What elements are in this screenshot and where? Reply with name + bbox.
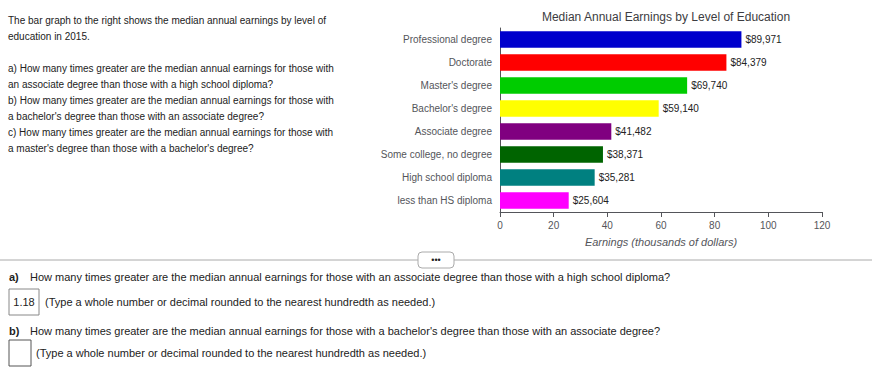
svg-text:Associate degree: Associate degree — [415, 126, 493, 137]
svg-text:Bachelor's degree: Bachelor's degree — [412, 103, 493, 114]
svg-text:$35,281: $35,281 — [599, 172, 636, 183]
svg-text:$59,140: $59,140 — [663, 103, 700, 114]
svg-text:1.18: 1.18 — [13, 296, 34, 308]
svg-text:Doctorate: Doctorate — [449, 57, 493, 68]
svg-text:Median Annual Earnings by Leve: Median Annual Earnings by Level of Educa… — [542, 10, 790, 24]
svg-text:(Type a whole number or decima: (Type a whole number or decimal rounded … — [42, 296, 435, 308]
svg-text:less than HS diploma: less than HS diploma — [398, 195, 493, 206]
svg-text:$69,740: $69,740 — [691, 80, 728, 91]
svg-text:Some college, no degree: Some college, no degree — [381, 149, 493, 160]
svg-text:a): a) — [9, 271, 19, 283]
svg-text:(Type a whole number or decima: (Type a whole number or decimal rounded … — [36, 347, 426, 359]
svg-text:How many times greater are the: How many times greater are the median an… — [30, 271, 670, 283]
svg-text:20: 20 — [548, 220, 560, 231]
svg-text:a bachelor's degree than those: a bachelor's degree than those with an a… — [8, 111, 264, 122]
svg-text:$89,971: $89,971 — [745, 34, 782, 45]
svg-text:Professional degree: Professional degree — [403, 34, 492, 45]
svg-text:High school diploma: High school diploma — [402, 172, 492, 183]
svg-text:b): b) — [9, 325, 20, 337]
svg-text:$41,482: $41,482 — [615, 126, 652, 137]
svg-text:$84,379: $84,379 — [730, 57, 767, 68]
svg-text:80: 80 — [709, 220, 721, 231]
svg-text:The bar graph to the right sho: The bar graph to the right shows the med… — [8, 15, 326, 26]
svg-text:a master's degree than those w: a master's degree than those with a bach… — [8, 143, 254, 154]
svg-text:40: 40 — [602, 220, 614, 231]
svg-text:c) How many times greater are: c) How many times greater are the median… — [8, 127, 333, 138]
svg-text:Earnings (thousands of dollars: Earnings (thousands of dollars) — [585, 236, 738, 248]
svg-text:$38,371: $38,371 — [607, 149, 644, 160]
svg-text:education in 2015.: education in 2015. — [8, 31, 90, 42]
svg-text:How many times greater are the: How many times greater are the median an… — [30, 325, 660, 337]
svg-text:a) How many times greater are: a) How many times greater are the median… — [8, 63, 334, 74]
svg-text:b) How many times greater are: b) How many times greater are the median… — [8, 95, 334, 106]
svg-text:0: 0 — [497, 220, 503, 231]
svg-text:100: 100 — [760, 220, 777, 231]
svg-text:60: 60 — [655, 220, 667, 231]
svg-text:$25,604: $25,604 — [573, 195, 610, 206]
svg-text:an associate degree than those: an associate degree than those with a hi… — [8, 79, 274, 90]
svg-text:•••: ••• — [431, 255, 440, 265]
svg-text:120: 120 — [814, 220, 831, 231]
svg-text:Master's degree: Master's degree — [421, 80, 493, 91]
